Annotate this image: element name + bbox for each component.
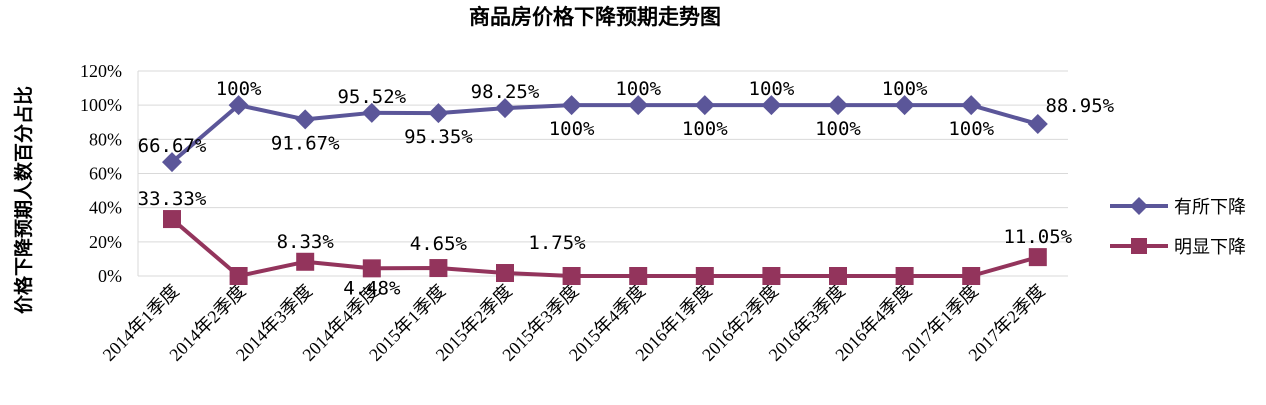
data-point-square xyxy=(429,259,448,278)
data-label: 4.65% xyxy=(410,233,468,255)
data-point-square xyxy=(1028,248,1047,267)
data-label: 4.48% xyxy=(343,277,401,299)
y-tick-label: 20% xyxy=(89,232,122,252)
y-tick-label: 60% xyxy=(89,164,122,184)
data-label: 100% xyxy=(682,118,728,140)
data-point-square xyxy=(296,252,315,271)
data-point-square xyxy=(762,267,781,285)
legend-marker-square xyxy=(1131,238,1147,254)
data-point-square xyxy=(629,267,648,285)
data-point-square xyxy=(962,267,981,285)
data-point-square xyxy=(229,267,248,285)
data-label: 100% xyxy=(948,118,994,140)
data-label: 33.33% xyxy=(138,188,207,210)
data-point-square xyxy=(496,264,514,283)
series-layer xyxy=(162,95,1048,285)
data-label: 8.33% xyxy=(277,231,335,253)
y-axis-label: 价格下降预期人数百分占比 xyxy=(12,86,35,314)
data-point-diamond xyxy=(628,95,649,116)
data-point-diamond xyxy=(1027,114,1048,135)
legend-label: 明显下降 xyxy=(1174,237,1246,258)
legend-marker-diamond xyxy=(1130,197,1148,215)
data-point-diamond xyxy=(761,95,782,116)
data-point-diamond xyxy=(894,95,915,116)
data-label: 1.75% xyxy=(528,232,586,254)
data-point-diamond xyxy=(828,95,848,116)
data-point-diamond xyxy=(228,95,249,116)
y-tick-label: 100% xyxy=(80,95,122,115)
data-label: 95.52% xyxy=(337,86,406,108)
data-point-diamond xyxy=(162,152,182,173)
data-point-square xyxy=(562,267,581,285)
chart-title: 商品房价格下降预期走势图 xyxy=(469,5,721,29)
data-label: 11.05% xyxy=(1003,226,1072,248)
data-point-diamond xyxy=(295,109,316,130)
data-point-diamond xyxy=(495,98,515,119)
data-point-square xyxy=(362,259,381,278)
data-point-diamond xyxy=(561,95,582,116)
data-label: 91.67% xyxy=(271,132,340,154)
data-point-diamond xyxy=(428,103,449,124)
data-point-diamond xyxy=(694,95,715,116)
data-label: 66.67% xyxy=(138,135,207,157)
series-line-1 xyxy=(170,103,1039,164)
x-axis-ticks: 2014年1季度2014年2季度2014年3季度2014年4季度2015年1季度… xyxy=(99,281,1049,365)
data-point-square xyxy=(895,267,914,285)
data-label: 100% xyxy=(749,78,795,100)
data-label: 100% xyxy=(615,78,661,100)
data-label: 100% xyxy=(815,118,861,140)
data-point-square xyxy=(163,210,181,229)
data-label: 100% xyxy=(882,78,928,100)
y-tick-label: 0% xyxy=(98,266,122,286)
data-labels: 66.67% 100% 91.67% 95.52% 95.35% 98.25% 100% 10… xyxy=(138,78,1115,299)
y-tick-label: 80% xyxy=(89,129,122,149)
y-tick-label: 120% xyxy=(80,61,122,81)
data-point-square xyxy=(829,267,847,285)
data-label: 100% xyxy=(549,118,595,140)
data-label: 95.35% xyxy=(404,126,473,148)
y-axis-ticks: 0% 20% 40% 60% 80% 100% 120% xyxy=(80,61,122,286)
series-line-2 xyxy=(170,217,1039,278)
y-tick-label: 40% xyxy=(89,198,122,218)
data-label: 98.25% xyxy=(471,81,540,103)
legend-label: 有所下降 xyxy=(1174,197,1246,218)
data-point-square xyxy=(695,267,714,285)
data-point-diamond xyxy=(961,95,982,116)
data-label: 100% xyxy=(216,78,262,100)
data-label: 88.95% xyxy=(1045,95,1114,117)
data-point-diamond xyxy=(361,102,382,123)
